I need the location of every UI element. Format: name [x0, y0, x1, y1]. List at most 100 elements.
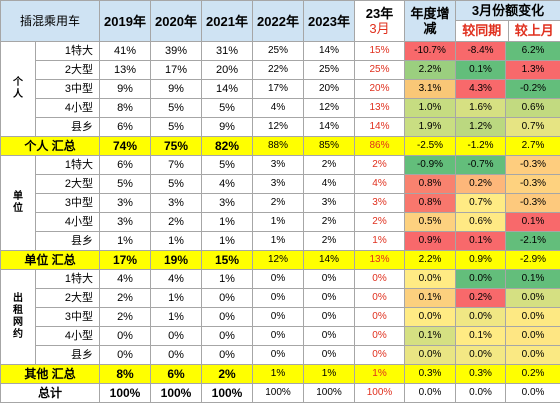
total-cell: 85%: [303, 136, 356, 156]
total-cell: -2.5%: [404, 136, 457, 156]
total-cell: 1%: [303, 364, 356, 384]
header-2023-label: 23年: [365, 6, 394, 21]
share-cell: 5%: [150, 174, 203, 194]
change-cell: 0.5%: [404, 212, 457, 232]
share-cell: 5%: [99, 174, 152, 194]
share-cell: 0%: [252, 288, 305, 308]
header-year-2020: 2020年: [150, 0, 203, 42]
total-cell: 0.2%: [505, 364, 560, 384]
share-cell: 2%: [354, 155, 406, 175]
share-cell: 0%: [150, 326, 203, 346]
change-cell: 6.2%: [505, 41, 560, 61]
category-cell: 县乡: [34, 231, 101, 251]
share-cell: 13%: [354, 98, 406, 118]
total-cell: 0.9%: [455, 250, 507, 270]
share-cell: 4%: [99, 269, 152, 289]
total-cell: 15%: [201, 250, 254, 270]
grand-total-cell: 100%: [150, 383, 203, 403]
share-cell: 1%: [150, 307, 203, 327]
share-cell: 14%: [303, 117, 356, 137]
change-cell: 0.1%: [404, 288, 457, 308]
share-cell: 0%: [99, 345, 152, 365]
change-cell: 0.1%: [455, 326, 507, 346]
group-label-char: 租: [13, 305, 23, 316]
header-share-change: 3月份额变化 较同期 较上月: [455, 0, 560, 42]
share-cell: 0%: [303, 326, 356, 346]
change-cell: 0.8%: [404, 193, 457, 213]
share-cell: 14%: [303, 41, 356, 61]
total-cell: 2%: [201, 364, 254, 384]
header-march-label: 3月: [369, 21, 390, 36]
group-total-row: 个人 汇总 74% 75% 82% 88% 85% 86% -2.5% -1.2% 2.7%: [0, 136, 560, 156]
table-row: 县乡 6% 5% 9% 12% 14% 14% 1.9% 1.2% 0.7%: [1, 117, 560, 137]
grand-total-cell: 0.0%: [455, 383, 507, 403]
change-cell: 4.3%: [455, 79, 507, 99]
category-cell: 县乡: [34, 345, 101, 365]
grand-total-cell: 100%: [99, 383, 152, 403]
category-cell: 4小型: [34, 326, 101, 346]
group-label: 单位: [0, 155, 36, 251]
share-cell: 20%: [201, 60, 254, 80]
grand-total-label: 总计: [0, 383, 101, 403]
category-cell: 县乡: [34, 117, 101, 137]
change-cell: -0.3%: [505, 155, 560, 175]
header-row: 插混乘用车 2019年 2020年 2021年 2022年 2023年 23年 …: [0, 0, 560, 42]
header-year-2021: 2021年: [201, 0, 254, 42]
table-row: 2大型 13% 17% 20% 22% 25% 25% 2.2% 0.1% 1.3%: [1, 60, 560, 80]
share-cell: 0%: [99, 326, 152, 346]
share-cell: 9%: [99, 79, 152, 99]
share-cell: 2%: [252, 193, 305, 213]
total-cell: 1%: [354, 364, 406, 384]
share-cell: 0%: [150, 345, 203, 365]
share-cell: 17%: [252, 79, 305, 99]
group-label-char: 位: [13, 203, 23, 214]
table-row: 县乡 1% 1% 1% 1% 2% 1% 0.9% 0.1% -2.1%: [1, 231, 560, 251]
share-cell: 31%: [201, 41, 254, 61]
share-cell: 2%: [99, 307, 152, 327]
share-cell: 15%: [354, 41, 406, 61]
share-cell: 0%: [201, 326, 254, 346]
table-row: 4小型 0% 0% 0% 0% 0% 0% 0.1% 0.1% 0.0%: [1, 326, 560, 346]
change-cell: 0.7%: [505, 117, 560, 137]
change-cell: 0.0%: [455, 307, 507, 327]
group-label-char: 单: [13, 191, 23, 202]
header-share-change-sub: 较同期 较上月: [456, 21, 560, 41]
total-cell: 75%: [150, 136, 203, 156]
total-cell: -1.2%: [455, 136, 507, 156]
change-cell: 3.1%: [404, 79, 457, 99]
change-cell: -0.7%: [455, 155, 507, 175]
grand-total-cell: 100%: [201, 383, 254, 403]
change-cell: 0.1%: [404, 326, 457, 346]
group-total-row: 单位 汇总 17% 19% 15% 12% 14% 13% 2.2% 0.9% -2.9%: [0, 250, 560, 270]
header-year-2023: 2023年: [303, 0, 356, 42]
total-cell: 12%: [252, 250, 305, 270]
group-label-char: 出: [13, 293, 23, 304]
group-total-label: 单位 汇总: [0, 250, 101, 270]
change-cell: 0.6%: [455, 212, 507, 232]
change-cell: 0.0%: [455, 345, 507, 365]
header-year-2019: 2019年: [99, 0, 152, 42]
category-cell: 1特大: [34, 41, 101, 61]
change-cell: 0.1%: [455, 60, 507, 80]
share-cell: 6%: [99, 155, 152, 175]
share-cell: 20%: [303, 79, 356, 99]
total-cell: -2.9%: [505, 250, 560, 270]
total-cell: 14%: [303, 250, 356, 270]
category-cell: 1特大: [34, 155, 101, 175]
table-row: 县乡 0% 0% 0% 0% 0% 0% 0.0% 0.0% 0.0%: [1, 345, 560, 365]
share-cell: 2%: [354, 212, 406, 232]
share-cell: 0%: [201, 345, 254, 365]
group-total-label: 其他 汇总: [0, 364, 101, 384]
share-cell: 2%: [99, 288, 152, 308]
share-cell: 9%: [201, 117, 254, 137]
share-cell: 0%: [201, 288, 254, 308]
share-cell: 14%: [354, 117, 406, 137]
share-cell: 3%: [99, 193, 152, 213]
share-cell: 5%: [201, 98, 254, 118]
category-cell: 3中型: [34, 79, 101, 99]
share-cell: 1%: [252, 231, 305, 251]
share-cell: 14%: [201, 79, 254, 99]
change-cell: 0.0%: [505, 307, 560, 327]
total-cell: 6%: [150, 364, 203, 384]
